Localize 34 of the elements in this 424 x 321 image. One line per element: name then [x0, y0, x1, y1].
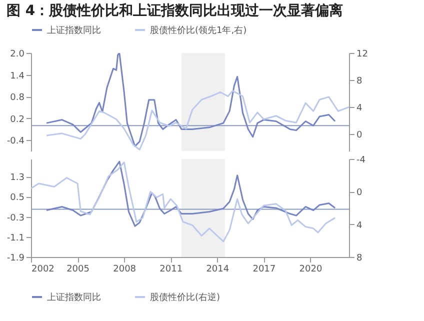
y2-tick-label: -4 — [356, 156, 366, 166]
x-tick-label: 2005 — [66, 264, 90, 274]
y2-tick-label: 4 — [356, 104, 362, 114]
y2-tick-label: 12 — [356, 50, 368, 60]
x-tick-label: 2011 — [160, 264, 183, 274]
y2-tick-label: 0 — [356, 188, 362, 198]
legend-label: 上证指数同比 — [47, 292, 101, 303]
legend-label: 股债性价比(领先1年,右) — [150, 25, 247, 36]
legend-label: 股债性价比(右逆) — [150, 292, 220, 303]
y-tick-label: 0.5 — [10, 193, 24, 204]
y-tick-label: 1.3 — [10, 173, 24, 184]
line-series — [46, 90, 349, 150]
legend-label: 上证指数同比 — [47, 25, 101, 36]
chart-title: 图 4：股债性价比和上证指数同比出现过一次显著偏离 — [6, 2, 344, 19]
x-tick-label: 2008 — [113, 264, 136, 274]
x-tick-label: 2002 — [32, 264, 54, 274]
y2-tick-label: 8 — [356, 76, 362, 87]
line-series — [46, 53, 336, 148]
y-tick-label: 0.8 — [10, 93, 25, 104]
y-tick-label: 1.4 — [10, 71, 25, 82]
line-series — [46, 160, 336, 227]
line-series — [31, 162, 336, 242]
x-tick-label: 2014 — [206, 264, 230, 274]
y2-tick-label: 4 — [356, 220, 362, 231]
y-tick-label: 0.2 — [10, 114, 24, 125]
y-tick-label: -1.9 — [6, 254, 25, 264]
y2-tick-label: 0 — [356, 130, 362, 141]
x-tick-label: 2020 — [299, 264, 322, 274]
x-tick-label: 2017 — [252, 264, 276, 274]
y-tick-label: -0.4 — [6, 136, 25, 147]
y-tick-label: -0.3 — [6, 213, 24, 224]
y-tick-label: 2.0 — [10, 50, 25, 60]
y2-tick-label: 8 — [356, 254, 362, 264]
y-tick-label: -1.1 — [6, 233, 24, 244]
